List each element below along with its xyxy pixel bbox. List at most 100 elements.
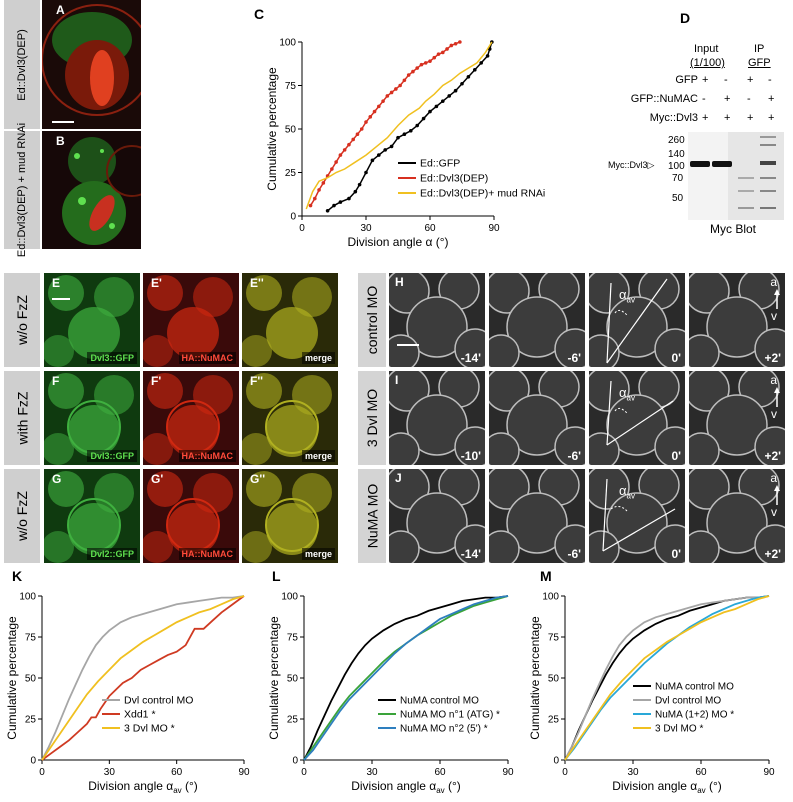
timelapse-h-3: αav 0' <box>589 273 685 367</box>
av-axis-arrow <box>606 282 612 364</box>
row-label-i: 3 Dvl MO <box>358 371 386 465</box>
x-tick-label: 0 <box>301 767 307 778</box>
cell <box>292 277 332 317</box>
row-label-3: w/o FzZ <box>4 469 40 563</box>
series-point-2 <box>351 137 355 142</box>
timelapse-j-2: -6' <box>489 469 585 563</box>
legend-entry-2: NuMA MO n°1 (ATG) * <box>400 710 500 721</box>
series-line-2 <box>303 595 509 761</box>
cell <box>246 275 282 311</box>
series-point-2 <box>432 55 437 60</box>
timepoint-label: 0' <box>671 351 681 365</box>
series-point-1 <box>389 144 394 149</box>
panel-letter-m: M <box>540 568 552 584</box>
cell <box>406 394 468 456</box>
y-tick-label: 100 <box>279 38 296 49</box>
marker-50: 50 <box>672 193 684 204</box>
gfp-lane-4: - <box>768 74 772 86</box>
series-point-1 <box>485 54 490 58</box>
series-point-1 <box>466 75 471 79</box>
band-label: Myc::Dvl3▷ <box>608 160 655 170</box>
arrowhead-icon: ▷ <box>647 160 655 170</box>
series-point-1 <box>383 148 387 152</box>
series-line-4 <box>564 595 770 761</box>
x-axis-label-sub: av <box>436 786 444 795</box>
micrograph-gp: G' HA::NuMAC <box>143 469 239 563</box>
cell <box>389 530 420 563</box>
timepoint-label: +2' <box>764 351 781 365</box>
series-line-1 <box>41 595 245 761</box>
y-axis-label: Cumulative percentage <box>265 67 279 191</box>
cell <box>554 426 585 465</box>
panel-letter-a: A <box>56 3 65 17</box>
timelapse-art <box>589 371 685 465</box>
cell <box>506 296 568 358</box>
timelapse-art <box>689 371 785 465</box>
axis-a-label: a <box>770 275 777 289</box>
ip-sub: GFP <box>748 57 771 69</box>
timelapse-j-4: a v +2' <box>689 469 785 563</box>
cell-outline <box>265 400 319 454</box>
cell <box>292 473 332 513</box>
micrograph-art <box>44 373 134 465</box>
y-axis-label: Cumulative percentage <box>528 616 542 740</box>
x-axis-label-main: Division angle α <box>88 779 173 793</box>
timepoint-label: +2' <box>764 547 781 561</box>
axis-v-label: v <box>771 505 777 519</box>
micrograph-art <box>242 275 332 367</box>
panel-letter-l: L <box>272 568 281 584</box>
angle-label: αav <box>619 385 635 403</box>
micrograph-a: A <box>42 0 141 129</box>
cell <box>143 433 173 465</box>
cell <box>689 432 720 465</box>
channel-tag: merge <box>301 352 335 364</box>
cell <box>94 375 134 415</box>
series-point-1 <box>347 196 351 201</box>
panel-letter-b: B <box>56 134 65 148</box>
numac-lane-3: - <box>747 93 751 105</box>
series-point-1 <box>441 99 445 103</box>
cell <box>48 373 84 409</box>
cell <box>242 335 272 367</box>
series-point-2 <box>423 61 428 65</box>
cell <box>454 426 485 465</box>
cell <box>506 394 568 456</box>
series-point-1 <box>353 189 358 194</box>
cell <box>689 334 720 367</box>
legend-entry-4: 3 Dvl MO * <box>655 724 703 735</box>
series-point-2 <box>385 94 390 98</box>
panel-hij: control MO H -14' -6' αav 0' a v +2' 3 Dvl MO I -10… <box>356 273 793 573</box>
legend-entry-3: Ed::Dvl3(DEP)+ mud RNAi <box>420 188 545 200</box>
series-line-2 <box>41 595 245 761</box>
channel-tag: HA::NuMAC <box>178 548 236 560</box>
cell <box>506 492 568 554</box>
cell <box>143 335 173 367</box>
timelapse-art <box>589 469 685 563</box>
timelapse-art <box>389 371 485 465</box>
timelapse-j-1: J -14' <box>389 469 485 563</box>
cell <box>754 426 785 465</box>
angle-label: αav <box>619 483 635 501</box>
cell <box>266 307 318 359</box>
angle-label: αav <box>619 287 635 305</box>
panel-letter-k: K <box>12 568 23 584</box>
micrograph-art <box>44 275 134 367</box>
axis-a-label: a <box>770 471 777 485</box>
cell <box>406 492 468 554</box>
y-tick-label: 100 <box>542 592 559 603</box>
x-axis-label-sub: av <box>173 786 181 795</box>
series-point-2 <box>372 109 377 114</box>
micrograph-fpp: F'' merge <box>242 371 338 465</box>
cell <box>754 328 785 367</box>
x-axis-label: Division angle α (°) <box>347 235 448 249</box>
row-label-text: w/o FzZ <box>14 295 30 345</box>
cell <box>589 334 620 367</box>
panel-letter: E' <box>151 276 162 290</box>
y-tick-label: 75 <box>25 633 37 644</box>
timepoint-label: -6' <box>567 351 581 365</box>
cell <box>48 275 84 311</box>
cell <box>706 296 768 358</box>
timepoint-label: -10' <box>460 449 481 463</box>
legend-entry-2: Xdd1 * <box>124 709 156 721</box>
axis-v-label: v <box>771 407 777 421</box>
